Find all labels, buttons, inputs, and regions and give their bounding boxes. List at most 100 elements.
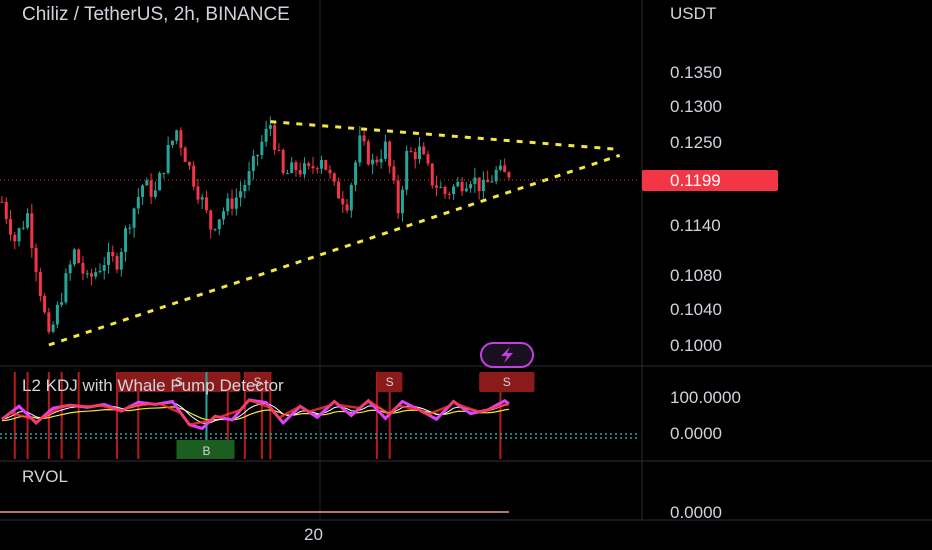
candle[interactable] bbox=[128, 224, 132, 235]
candle[interactable] bbox=[192, 160, 196, 191]
candle[interactable] bbox=[166, 136, 170, 175]
candle[interactable] bbox=[72, 248, 76, 267]
lightning-icon[interactable] bbox=[480, 342, 534, 368]
candle[interactable] bbox=[371, 153, 375, 175]
candle[interactable] bbox=[145, 177, 149, 186]
candle[interactable] bbox=[179, 127, 183, 156]
candle[interactable] bbox=[460, 176, 464, 196]
candle[interactable] bbox=[477, 177, 481, 200]
candle[interactable] bbox=[251, 149, 255, 180]
candle[interactable] bbox=[481, 171, 485, 199]
candle[interactable] bbox=[89, 268, 93, 286]
candle[interactable] bbox=[358, 125, 362, 167]
candle[interactable] bbox=[256, 154, 260, 166]
candle[interactable] bbox=[226, 193, 230, 216]
candle[interactable] bbox=[302, 157, 306, 179]
candle[interactable] bbox=[366, 139, 370, 166]
candle[interactable] bbox=[430, 163, 434, 189]
candle[interactable] bbox=[183, 146, 187, 163]
candle[interactable] bbox=[21, 220, 25, 230]
candle[interactable] bbox=[337, 177, 341, 199]
candle[interactable] bbox=[124, 225, 128, 262]
candle[interactable] bbox=[209, 209, 213, 239]
candle[interactable] bbox=[141, 184, 145, 205]
candle[interactable] bbox=[0, 196, 4, 204]
candle[interactable] bbox=[413, 148, 417, 169]
candle[interactable] bbox=[273, 121, 277, 155]
candle[interactable] bbox=[230, 189, 234, 216]
candle[interactable] bbox=[443, 185, 447, 199]
candle[interactable] bbox=[247, 161, 251, 191]
candle[interactable] bbox=[196, 178, 200, 205]
candle[interactable] bbox=[162, 172, 166, 179]
trendline-lower[interactable] bbox=[48, 153, 621, 347]
candle[interactable] bbox=[439, 181, 443, 189]
candle[interactable] bbox=[426, 150, 430, 167]
candle[interactable] bbox=[30, 203, 34, 258]
candle[interactable] bbox=[115, 252, 119, 274]
candle[interactable] bbox=[294, 160, 298, 177]
candle[interactable] bbox=[345, 198, 349, 214]
candle[interactable] bbox=[136, 188, 140, 215]
rvol-indicator-title[interactable]: RVOL bbox=[22, 467, 68, 486]
candle[interactable] bbox=[94, 267, 98, 280]
candle[interactable] bbox=[290, 157, 294, 174]
candle[interactable] bbox=[234, 188, 238, 216]
candle[interactable] bbox=[153, 181, 157, 200]
candles[interactable] bbox=[0, 116, 511, 335]
candle[interactable] bbox=[354, 160, 358, 192]
candle[interactable] bbox=[456, 176, 460, 188]
candle[interactable] bbox=[324, 159, 328, 171]
candle[interactable] bbox=[4, 197, 8, 225]
candle[interactable] bbox=[243, 179, 247, 199]
candle[interactable] bbox=[102, 257, 106, 280]
candle[interactable] bbox=[158, 171, 162, 191]
candle[interactable] bbox=[43, 293, 47, 315]
candle[interactable] bbox=[239, 181, 243, 207]
candle[interactable] bbox=[204, 190, 208, 214]
candle[interactable] bbox=[320, 155, 323, 174]
candle[interactable] bbox=[268, 116, 272, 137]
candle[interactable] bbox=[111, 245, 115, 262]
candle[interactable] bbox=[388, 140, 392, 174]
candle[interactable] bbox=[392, 160, 396, 184]
candle[interactable] bbox=[422, 141, 426, 156]
candle[interactable] bbox=[307, 161, 311, 170]
candle[interactable] bbox=[55, 301, 59, 329]
candle[interactable] bbox=[409, 146, 413, 153]
candle[interactable] bbox=[98, 263, 102, 274]
candle[interactable] bbox=[64, 268, 68, 305]
candle[interactable] bbox=[26, 208, 30, 230]
candle[interactable] bbox=[187, 161, 191, 170]
candle[interactable] bbox=[200, 193, 204, 210]
candle[interactable] bbox=[222, 207, 226, 225]
candle[interactable] bbox=[490, 175, 494, 183]
candle[interactable] bbox=[34, 243, 38, 282]
candle[interactable] bbox=[38, 267, 42, 302]
candle[interactable] bbox=[400, 185, 404, 222]
candle[interactable] bbox=[9, 210, 13, 241]
candle[interactable] bbox=[311, 157, 315, 174]
candle[interactable] bbox=[464, 182, 468, 193]
candle[interactable] bbox=[217, 219, 221, 236]
candle[interactable] bbox=[417, 137, 421, 164]
candle[interactable] bbox=[503, 158, 507, 173]
candle[interactable] bbox=[264, 120, 268, 147]
candle[interactable] bbox=[328, 165, 332, 179]
candle[interactable] bbox=[77, 248, 81, 264]
candle[interactable] bbox=[507, 170, 511, 181]
candle[interactable] bbox=[68, 260, 72, 281]
candle[interactable] bbox=[332, 172, 336, 186]
candle[interactable] bbox=[47, 307, 51, 335]
candle[interactable] bbox=[170, 140, 174, 148]
candle[interactable] bbox=[149, 173, 153, 204]
candle[interactable] bbox=[132, 207, 136, 238]
candle[interactable] bbox=[107, 242, 110, 274]
candle[interactable] bbox=[383, 134, 387, 162]
candle[interactable] bbox=[281, 148, 285, 176]
candle[interactable] bbox=[379, 149, 383, 169]
candle[interactable] bbox=[341, 191, 345, 214]
candle[interactable] bbox=[349, 182, 353, 218]
candle[interactable] bbox=[277, 143, 281, 152]
